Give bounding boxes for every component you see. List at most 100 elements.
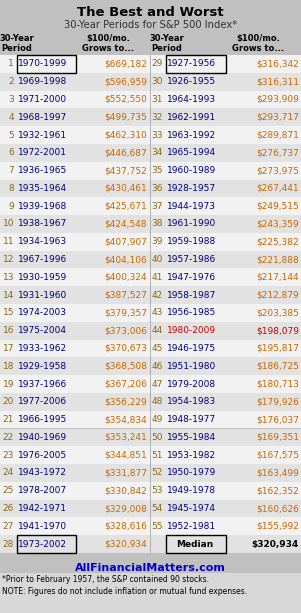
Text: 14: 14 [3,291,14,300]
Text: $430,461: $430,461 [104,184,147,193]
Text: 1957-1986: 1957-1986 [167,255,216,264]
Text: 26: 26 [3,504,14,513]
Text: 46: 46 [152,362,163,371]
Text: 5: 5 [8,131,14,140]
Bar [17,55,76,73]
Text: 16: 16 [2,326,14,335]
Text: 1929-1958: 1929-1958 [18,362,67,371]
Text: 1960-1989: 1960-1989 [167,166,216,175]
Text: 1945-1974: 1945-1974 [167,504,216,513]
Bar [0,340,301,357]
Text: $387,527: $387,527 [104,291,147,300]
Text: 1963-1992: 1963-1992 [167,131,216,140]
Text: $289,871: $289,871 [256,131,299,140]
Text: 50: 50 [151,433,163,442]
Bar [0,500,301,517]
Text: 1980-2009: 1980-2009 [167,326,216,335]
Text: 45: 45 [152,344,163,353]
Text: 53: 53 [151,486,163,495]
Text: 28: 28 [3,539,14,549]
Bar [0,357,301,375]
Text: 48: 48 [152,397,163,406]
Text: 41: 41 [152,273,163,282]
Text: $437,752: $437,752 [104,166,147,175]
Text: 34: 34 [152,148,163,158]
Text: $186,725: $186,725 [256,362,299,371]
Text: 1955-1984: 1955-1984 [167,433,216,442]
Bar [0,375,301,393]
Bar [0,109,301,126]
Text: $446,687: $446,687 [104,148,147,158]
Text: 55: 55 [151,522,163,531]
Text: 54: 54 [152,504,163,513]
Text: 1970-1999: 1970-1999 [18,59,67,69]
Text: 1941-1970: 1941-1970 [18,522,67,531]
Bar [0,233,301,251]
Text: 1936-1965: 1936-1965 [18,166,67,175]
Bar [0,393,301,411]
Text: 11: 11 [2,237,14,246]
Text: The Best and Worst: The Best and Worst [77,6,224,19]
Text: 30-Year
Period: 30-Year Period [150,34,185,53]
Text: 1934-1963: 1934-1963 [18,237,67,246]
Bar [0,322,301,340]
Text: $373,006: $373,006 [104,326,147,335]
Text: 43: 43 [152,308,163,318]
Text: $316,311: $316,311 [256,77,299,86]
Bar [0,215,301,233]
Text: $169,351: $169,351 [256,433,299,442]
Bar [166,55,226,73]
Text: $400,324: $400,324 [104,273,147,282]
Text: 36: 36 [151,184,163,193]
Text: 49: 49 [152,415,163,424]
Text: 1972-2001: 1972-2001 [18,148,67,158]
Text: 15: 15 [2,308,14,318]
Text: 27: 27 [3,522,14,531]
Bar [0,304,301,322]
Text: 1940-1969: 1940-1969 [18,433,67,442]
Text: 1943-1972: 1943-1972 [18,468,67,478]
Text: $331,877: $331,877 [104,468,147,478]
Text: 2: 2 [8,77,14,86]
Text: $249,515: $249,515 [256,202,299,211]
Text: 8: 8 [8,184,14,193]
Text: 1946-1975: 1946-1975 [167,344,216,353]
Text: 47: 47 [152,379,163,389]
Text: $354,834: $354,834 [104,415,147,424]
Bar [0,535,301,553]
Text: 38: 38 [151,219,163,229]
Text: $198,079: $198,079 [256,326,299,335]
Text: 1947-1976: 1947-1976 [167,273,216,282]
Text: $367,206: $367,206 [104,379,147,389]
Bar [0,573,301,613]
Text: 31: 31 [151,95,163,104]
Text: AllFinancialMatters.com: AllFinancialMatters.com [75,563,226,573]
Text: $195,817: $195,817 [256,344,299,353]
Text: 1953-1982: 1953-1982 [167,451,216,460]
Bar [0,446,301,464]
Bar [0,91,301,109]
Bar [0,464,301,482]
Text: 1928-1957: 1928-1957 [167,184,216,193]
Text: 17: 17 [2,344,14,353]
Text: $217,144: $217,144 [256,273,299,282]
Text: 18: 18 [2,362,14,371]
Text: $212,879: $212,879 [256,291,299,300]
Text: 20: 20 [3,397,14,406]
Text: 1958-1987: 1958-1987 [167,291,216,300]
Text: $425,671: $425,671 [104,202,147,211]
Text: $162,352: $162,352 [256,486,299,495]
Text: 1930-1959: 1930-1959 [18,273,67,282]
Text: $100/mo.
Grows to...: $100/mo. Grows to... [232,34,284,53]
Bar [166,535,226,553]
Text: 51: 51 [151,451,163,460]
Text: $499,735: $499,735 [104,113,147,122]
Bar [0,251,301,268]
Text: $316,342: $316,342 [256,59,299,69]
Bar [0,286,301,304]
Text: 1942-1971: 1942-1971 [18,504,67,513]
Text: 1954-1983: 1954-1983 [167,397,216,406]
Bar [0,411,301,428]
Bar [0,73,301,91]
Text: $344,851: $344,851 [104,451,147,460]
